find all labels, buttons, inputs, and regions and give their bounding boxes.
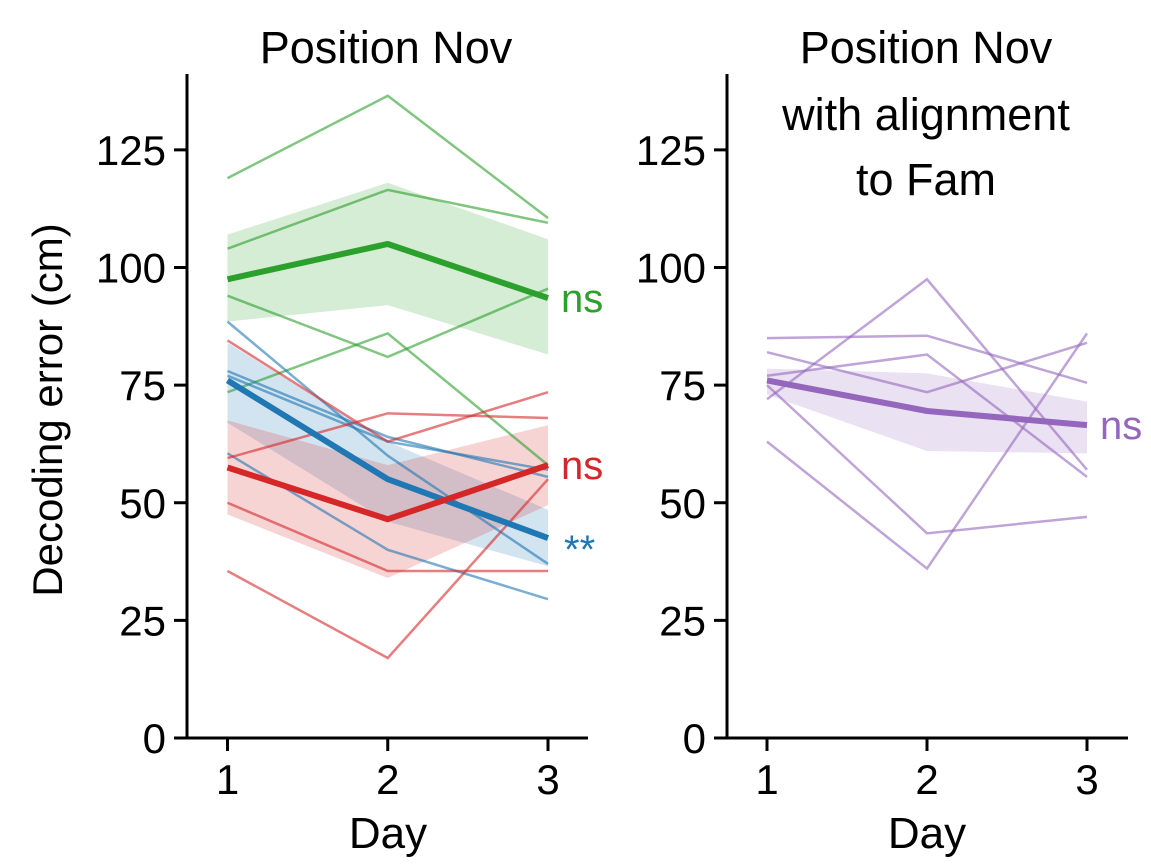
y-tick-label: 75 xyxy=(119,362,166,409)
purple-mean-line xyxy=(766,377,1088,429)
data-layer: ns xyxy=(766,277,1142,571)
blue-significance-label: ** xyxy=(564,528,595,572)
y-tick-label: 100 xyxy=(636,245,706,292)
purple-individual-line xyxy=(766,332,1089,571)
green-individual-line xyxy=(227,287,549,359)
panel-position-nov: Position Nov ns ** ns 0 25 50 75 100 125 1 2 3 Day xyxy=(96,22,603,858)
y-tick-label: 25 xyxy=(119,597,166,644)
purple-individual-line xyxy=(766,341,1088,394)
green-significance-label: ns xyxy=(561,277,603,321)
y-tick-label: 50 xyxy=(119,480,166,527)
y-tick-label: 125 xyxy=(636,127,706,174)
x-tick-label: 3 xyxy=(1075,756,1098,803)
green-mean-line xyxy=(226,240,549,301)
purple-individual-line xyxy=(766,353,1088,478)
ticks: 0 25 50 75 100 125 1 2 3 xyxy=(636,127,1099,803)
green-individual-line xyxy=(227,331,549,467)
panel-title-line-2: with alignment xyxy=(781,89,1070,140)
panel-title-line-1: Position Nov xyxy=(260,22,513,73)
red-individual-line xyxy=(226,478,549,660)
red-individual-line xyxy=(226,339,549,443)
x-tick-label: 1 xyxy=(755,756,778,803)
x-axis-label: Day xyxy=(349,809,427,858)
y-tick-label: 75 xyxy=(659,362,706,409)
red-individual-line xyxy=(227,412,549,460)
blue-individual-line xyxy=(226,320,549,565)
purple-individual-line xyxy=(766,334,1088,384)
green-individual-line xyxy=(226,94,549,220)
y-tick-label: 0 xyxy=(683,715,706,762)
purple-individual-line xyxy=(766,384,1088,535)
x-tick-label: 2 xyxy=(376,756,399,803)
purple-individual-line xyxy=(766,277,1088,471)
red-mean-line xyxy=(226,462,549,523)
y-tick-label: 125 xyxy=(96,127,166,174)
panel-title-line-1: Position Nov xyxy=(800,22,1053,73)
y-tick-label: 25 xyxy=(659,597,706,644)
x-axis-label: Day xyxy=(888,809,966,858)
y-tick-label: 50 xyxy=(659,480,706,527)
purple-significance-label: ns xyxy=(1100,404,1142,448)
blue-mean-line xyxy=(225,377,550,541)
ticks: 0 25 50 75 100 125 1 2 3 xyxy=(96,127,560,803)
data-layer: ns ** ns xyxy=(225,94,603,660)
red-individual-line xyxy=(227,501,548,573)
x-tick-label: 1 xyxy=(216,756,239,803)
x-tick-label: 2 xyxy=(915,756,938,803)
y-axis-label: Decoding error (cm) xyxy=(24,223,71,596)
panel-title-line-3: to Fam xyxy=(856,154,996,205)
red-significance-label: ns xyxy=(561,444,603,488)
x-tick-label: 3 xyxy=(536,756,559,803)
y-tick-label: 0 xyxy=(143,715,166,762)
red-sem-band xyxy=(227,420,548,579)
green-individual-line xyxy=(227,188,549,250)
panel-position-nov-aligned: Position Nov with alignment to Fam ns 0 2… xyxy=(636,22,1142,858)
green-sem-band xyxy=(227,182,548,355)
y-tick-label: 100 xyxy=(96,245,166,292)
blue-individual-line xyxy=(227,369,549,479)
